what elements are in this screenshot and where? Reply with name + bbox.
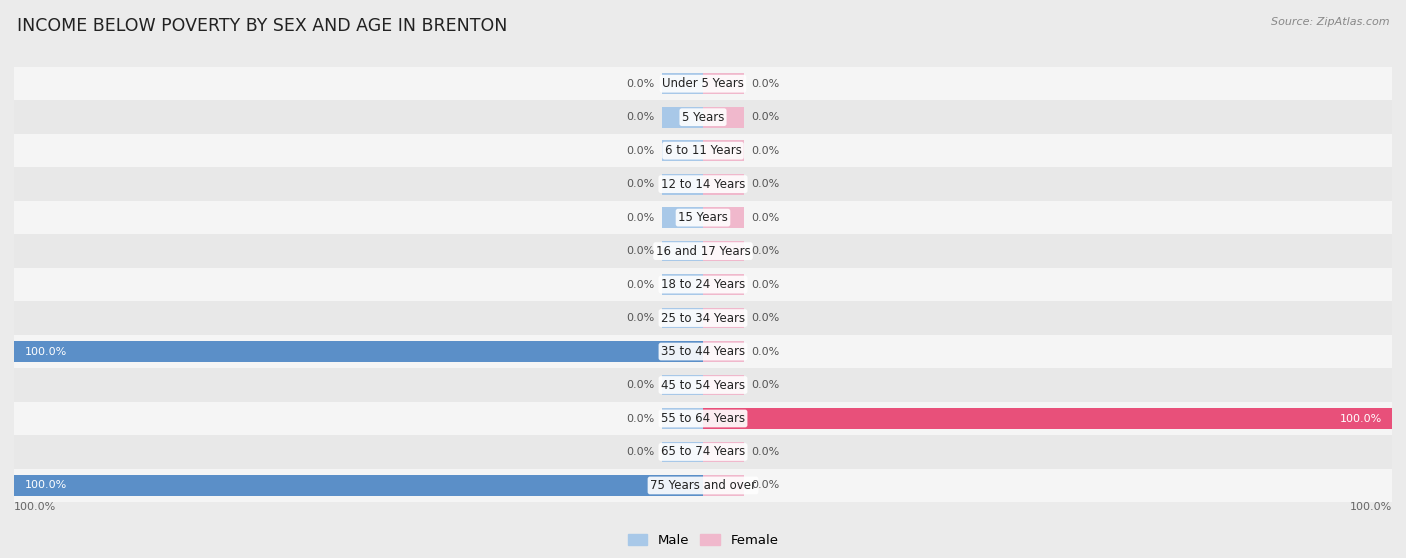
Text: 12 to 14 Years: 12 to 14 Years <box>661 177 745 191</box>
Text: 0.0%: 0.0% <box>751 280 779 290</box>
Text: 0.0%: 0.0% <box>627 280 655 290</box>
Bar <box>703 408 1392 429</box>
Text: Under 5 Years: Under 5 Years <box>662 77 744 90</box>
Text: 0.0%: 0.0% <box>751 246 779 256</box>
Bar <box>14 341 703 362</box>
Text: 0.0%: 0.0% <box>627 213 655 223</box>
Legend: Male, Female: Male, Female <box>623 528 783 552</box>
Bar <box>14 201 1392 234</box>
Bar <box>703 73 744 94</box>
Bar <box>703 441 744 463</box>
Bar <box>662 274 703 295</box>
Text: 100.0%: 100.0% <box>24 480 66 490</box>
Text: 0.0%: 0.0% <box>751 447 779 457</box>
Text: 0.0%: 0.0% <box>751 179 779 189</box>
Text: 55 to 64 Years: 55 to 64 Years <box>661 412 745 425</box>
Bar <box>703 240 744 262</box>
Bar <box>14 469 1392 502</box>
Text: 45 to 54 Years: 45 to 54 Years <box>661 378 745 392</box>
Text: 0.0%: 0.0% <box>751 112 779 122</box>
Text: 0.0%: 0.0% <box>751 380 779 390</box>
Bar <box>703 140 744 161</box>
Text: 0.0%: 0.0% <box>751 79 779 89</box>
Text: 0.0%: 0.0% <box>751 213 779 223</box>
Bar <box>14 134 1392 167</box>
Bar <box>14 301 1392 335</box>
Bar <box>14 475 703 496</box>
Bar <box>14 335 1392 368</box>
Text: 100.0%: 100.0% <box>24 347 66 357</box>
Bar <box>662 174 703 195</box>
Text: 0.0%: 0.0% <box>627 79 655 89</box>
Text: 0.0%: 0.0% <box>627 313 655 323</box>
Text: 0.0%: 0.0% <box>627 179 655 189</box>
Bar <box>703 274 744 295</box>
Text: 75 Years and over: 75 Years and over <box>650 479 756 492</box>
Bar <box>14 402 1392 435</box>
Bar <box>662 307 703 329</box>
Text: 0.0%: 0.0% <box>751 480 779 490</box>
Text: 0.0%: 0.0% <box>751 146 779 156</box>
Text: 100.0%: 100.0% <box>1350 502 1392 512</box>
Text: 0.0%: 0.0% <box>627 112 655 122</box>
Bar <box>14 435 1392 469</box>
Text: Source: ZipAtlas.com: Source: ZipAtlas.com <box>1271 17 1389 27</box>
Bar <box>14 100 1392 134</box>
Bar <box>703 107 744 128</box>
Bar <box>703 374 744 396</box>
Bar <box>14 368 1392 402</box>
Text: 0.0%: 0.0% <box>627 447 655 457</box>
Text: 25 to 34 Years: 25 to 34 Years <box>661 311 745 325</box>
Bar <box>662 441 703 463</box>
Bar <box>14 268 1392 301</box>
Text: 0.0%: 0.0% <box>627 413 655 424</box>
Text: 100.0%: 100.0% <box>1340 413 1382 424</box>
Text: INCOME BELOW POVERTY BY SEX AND AGE IN BRENTON: INCOME BELOW POVERTY BY SEX AND AGE IN B… <box>17 17 508 35</box>
Bar <box>703 307 744 329</box>
Text: 5 Years: 5 Years <box>682 110 724 124</box>
Bar <box>14 67 1392 100</box>
Text: 0.0%: 0.0% <box>751 347 779 357</box>
Bar <box>662 73 703 94</box>
Bar <box>14 234 1392 268</box>
Text: 35 to 44 Years: 35 to 44 Years <box>661 345 745 358</box>
Bar <box>703 475 744 496</box>
Bar <box>662 374 703 396</box>
Text: 65 to 74 Years: 65 to 74 Years <box>661 445 745 459</box>
Text: 0.0%: 0.0% <box>627 246 655 256</box>
Text: 0.0%: 0.0% <box>751 313 779 323</box>
Bar <box>662 207 703 228</box>
Text: 6 to 11 Years: 6 to 11 Years <box>665 144 741 157</box>
Text: 15 Years: 15 Years <box>678 211 728 224</box>
Bar <box>662 408 703 429</box>
Text: 100.0%: 100.0% <box>14 502 56 512</box>
Bar <box>662 107 703 128</box>
Bar <box>662 240 703 262</box>
Text: 18 to 24 Years: 18 to 24 Years <box>661 278 745 291</box>
Bar <box>703 207 744 228</box>
Text: 0.0%: 0.0% <box>627 380 655 390</box>
Bar <box>14 167 1392 201</box>
Bar <box>662 140 703 161</box>
Bar <box>703 174 744 195</box>
Text: 16 and 17 Years: 16 and 17 Years <box>655 244 751 258</box>
Bar <box>703 341 744 362</box>
Text: 0.0%: 0.0% <box>627 146 655 156</box>
